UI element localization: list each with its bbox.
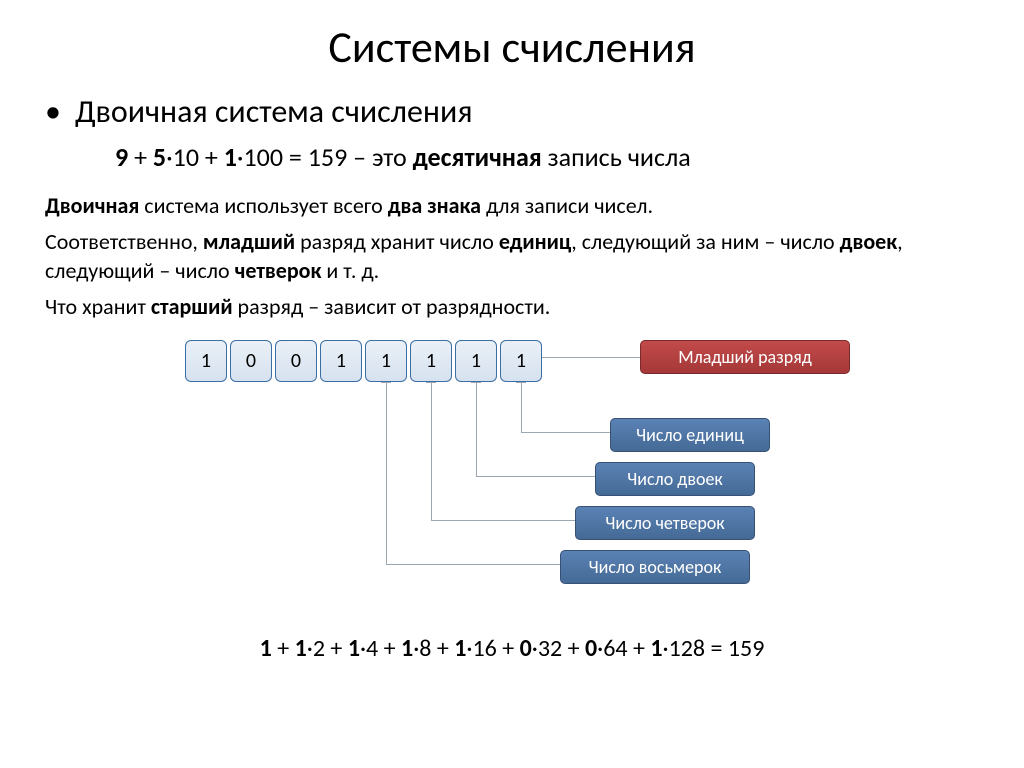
- bits-row: 10011111: [185, 340, 542, 382]
- paragraph-0: Двоичная система использует всего два зн…: [45, 191, 979, 221]
- label-twos: Число двоек: [595, 462, 755, 496]
- paragraph-2: Что хранит старший разряд – зависит от р…: [45, 292, 979, 322]
- bit-5: 1: [410, 340, 452, 382]
- label-fours: Число четверок: [575, 506, 755, 540]
- bullet-text: Двоичная система счисления: [75, 92, 473, 131]
- binary-expansion: 1 + 1·2 + 1·4 + 1·8 + 1·16 + 0·32 + 0·64…: [45, 634, 979, 663]
- bit-2: 0: [275, 340, 317, 382]
- paragraph-1: Соответственно, младший разряд хранит чи…: [45, 227, 979, 286]
- bullet-dot: •: [45, 96, 61, 128]
- label-eights: Число восьмерок: [560, 550, 750, 584]
- bit-0: 1: [185, 340, 227, 382]
- bit-4: 1: [365, 340, 407, 382]
- bit-3: 1: [320, 340, 362, 382]
- label-lsb: Младший разряд: [640, 340, 850, 374]
- bit-1: 0: [230, 340, 272, 382]
- decimal-expansion: 9 + 5·10 + 1·100 = 159 – это десятичная …: [115, 141, 979, 173]
- connector-lsb: [542, 357, 640, 358]
- bit-6: 1: [455, 340, 497, 382]
- bit-7: 1: [500, 340, 542, 382]
- binary-diagram: 10011111 Младший разрядЧисло единицЧисло…: [45, 340, 979, 630]
- slide-title: Системы счисления: [45, 20, 979, 74]
- bullet-row: • Двоичная система счисления: [45, 92, 979, 131]
- label-ones: Число единиц: [610, 418, 770, 452]
